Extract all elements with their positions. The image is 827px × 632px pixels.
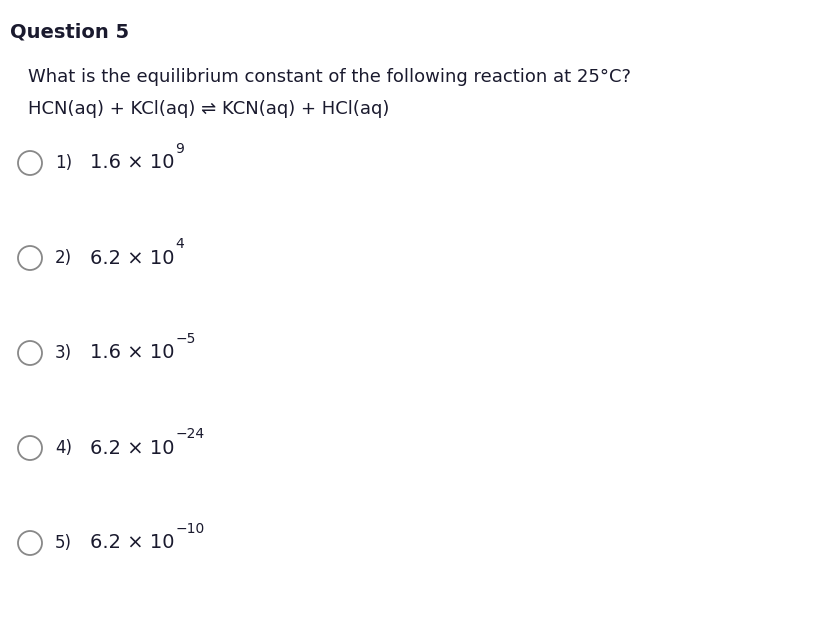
Text: 1.6 × 10: 1.6 × 10 xyxy=(90,344,174,363)
Text: −24: −24 xyxy=(175,427,204,441)
Text: 1.6 × 10: 1.6 × 10 xyxy=(90,154,174,173)
Text: −5: −5 xyxy=(175,332,196,346)
Text: What is the equilibrium constant of the following reaction at 25°C?: What is the equilibrium constant of the … xyxy=(28,68,631,86)
Text: Question 5: Question 5 xyxy=(10,22,129,41)
Text: 6.2 × 10: 6.2 × 10 xyxy=(90,533,174,552)
Text: 2): 2) xyxy=(55,249,72,267)
Text: 5): 5) xyxy=(55,534,72,552)
Text: −10: −10 xyxy=(175,522,205,536)
Text: HCN(aq) + KCl(aq) ⇌ KCN(aq) + HCl(aq): HCN(aq) + KCl(aq) ⇌ KCN(aq) + HCl(aq) xyxy=(28,100,390,118)
Text: 4: 4 xyxy=(175,237,184,251)
Text: 1): 1) xyxy=(55,154,72,172)
Text: 6.2 × 10: 6.2 × 10 xyxy=(90,439,174,458)
Text: 3): 3) xyxy=(55,344,72,362)
Text: 4): 4) xyxy=(55,439,72,457)
Text: 6.2 × 10: 6.2 × 10 xyxy=(90,248,174,267)
Text: 9: 9 xyxy=(175,142,184,156)
